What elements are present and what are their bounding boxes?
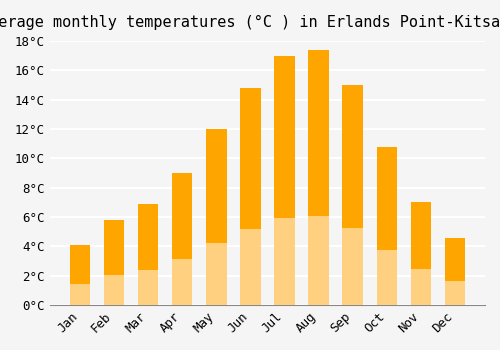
Bar — [70, 284, 90, 305]
Bar — [70, 245, 90, 305]
Bar — [138, 270, 158, 305]
Bar — [172, 173, 193, 305]
Bar — [445, 281, 465, 305]
Bar — [342, 228, 363, 305]
Bar — [240, 88, 260, 305]
Bar — [206, 129, 227, 305]
Title: Average monthly temperatures (°C ) in Erlands Point-Kitsap Lake: Average monthly temperatures (°C ) in Er… — [0, 15, 500, 30]
Bar — [308, 50, 329, 305]
Bar — [104, 220, 124, 305]
Bar — [274, 218, 294, 305]
Bar — [410, 269, 431, 305]
Bar — [172, 259, 193, 305]
Bar — [240, 229, 260, 305]
Bar — [410, 202, 431, 305]
Bar — [376, 250, 397, 305]
Bar — [206, 243, 227, 305]
Bar — [274, 56, 294, 305]
Bar — [342, 85, 363, 305]
Bar — [376, 147, 397, 305]
Bar — [104, 275, 124, 305]
Bar — [308, 216, 329, 305]
Bar — [138, 204, 158, 305]
Bar — [445, 238, 465, 305]
